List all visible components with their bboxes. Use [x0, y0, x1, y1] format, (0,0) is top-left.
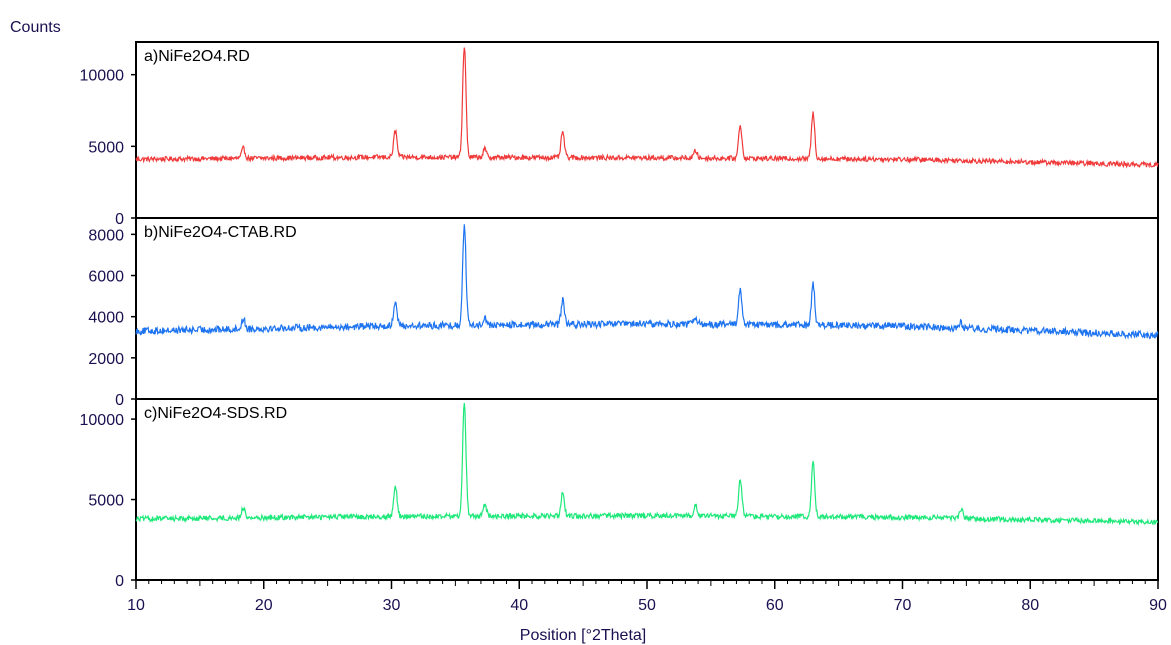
y-tick-label-b: 6000	[88, 269, 124, 286]
y-tick-label-a: 10000	[80, 68, 125, 85]
x-tick-label: 70	[894, 597, 912, 614]
y-tick-label-c: 5000	[88, 493, 124, 510]
series-name-c: c)NiFe2O4-SDS.RD	[144, 405, 287, 422]
x-tick-label: 30	[383, 597, 401, 614]
y-tick-label-b: 4000	[88, 310, 124, 327]
x-tick-label: 90	[1149, 597, 1167, 614]
panel-b: 0 2000 4000 6000 8000 b)NiFe2O4-CTAB.RD	[88, 217, 1159, 409]
panel-frame-c	[135, 398, 1159, 581]
y-tick-label-a: 5000	[88, 139, 124, 156]
x-tick-label: 40	[510, 597, 528, 614]
panel-frame-b	[135, 217, 1159, 400]
series-line-c	[135, 402, 1159, 527]
x-tick-label: 50	[638, 597, 656, 614]
series-name-b: b)NiFe2O4-CTAB.RD	[144, 224, 297, 241]
y-tick-label-c: 0	[115, 573, 124, 590]
panel-c: 0 5000 10000 c)NiFe2O4-SDS.RD	[80, 398, 1159, 590]
y-tick-label-b: 8000	[88, 227, 124, 244]
y-tick-label-c: 10000	[80, 412, 125, 429]
panel-a: 0 5000 10000 a)NiFe2O4.RD	[80, 41, 1159, 228]
x-axis-label: Position [°2Theta]	[520, 627, 646, 644]
series-line-b	[135, 224, 1159, 340]
x-tick-label: 10	[127, 597, 145, 614]
x-tick-label: 20	[255, 597, 273, 614]
y-axis-label: Counts	[10, 19, 61, 36]
series-name-a: a)NiFe2O4.RD	[144, 48, 250, 65]
x-tick-label: 60	[766, 597, 784, 614]
y-tick-label-a: 0	[115, 211, 124, 228]
panel-frame-a	[135, 41, 1159, 219]
x-tick-label: 80	[1021, 597, 1039, 614]
series-line-a	[135, 47, 1159, 169]
y-tick-label-b: 0	[115, 392, 124, 409]
y-tick-label-b: 2000	[88, 351, 124, 368]
